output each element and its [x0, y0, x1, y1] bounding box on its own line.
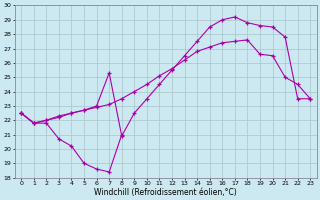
X-axis label: Windchill (Refroidissement éolien,°C): Windchill (Refroidissement éolien,°C) [94, 188, 237, 197]
